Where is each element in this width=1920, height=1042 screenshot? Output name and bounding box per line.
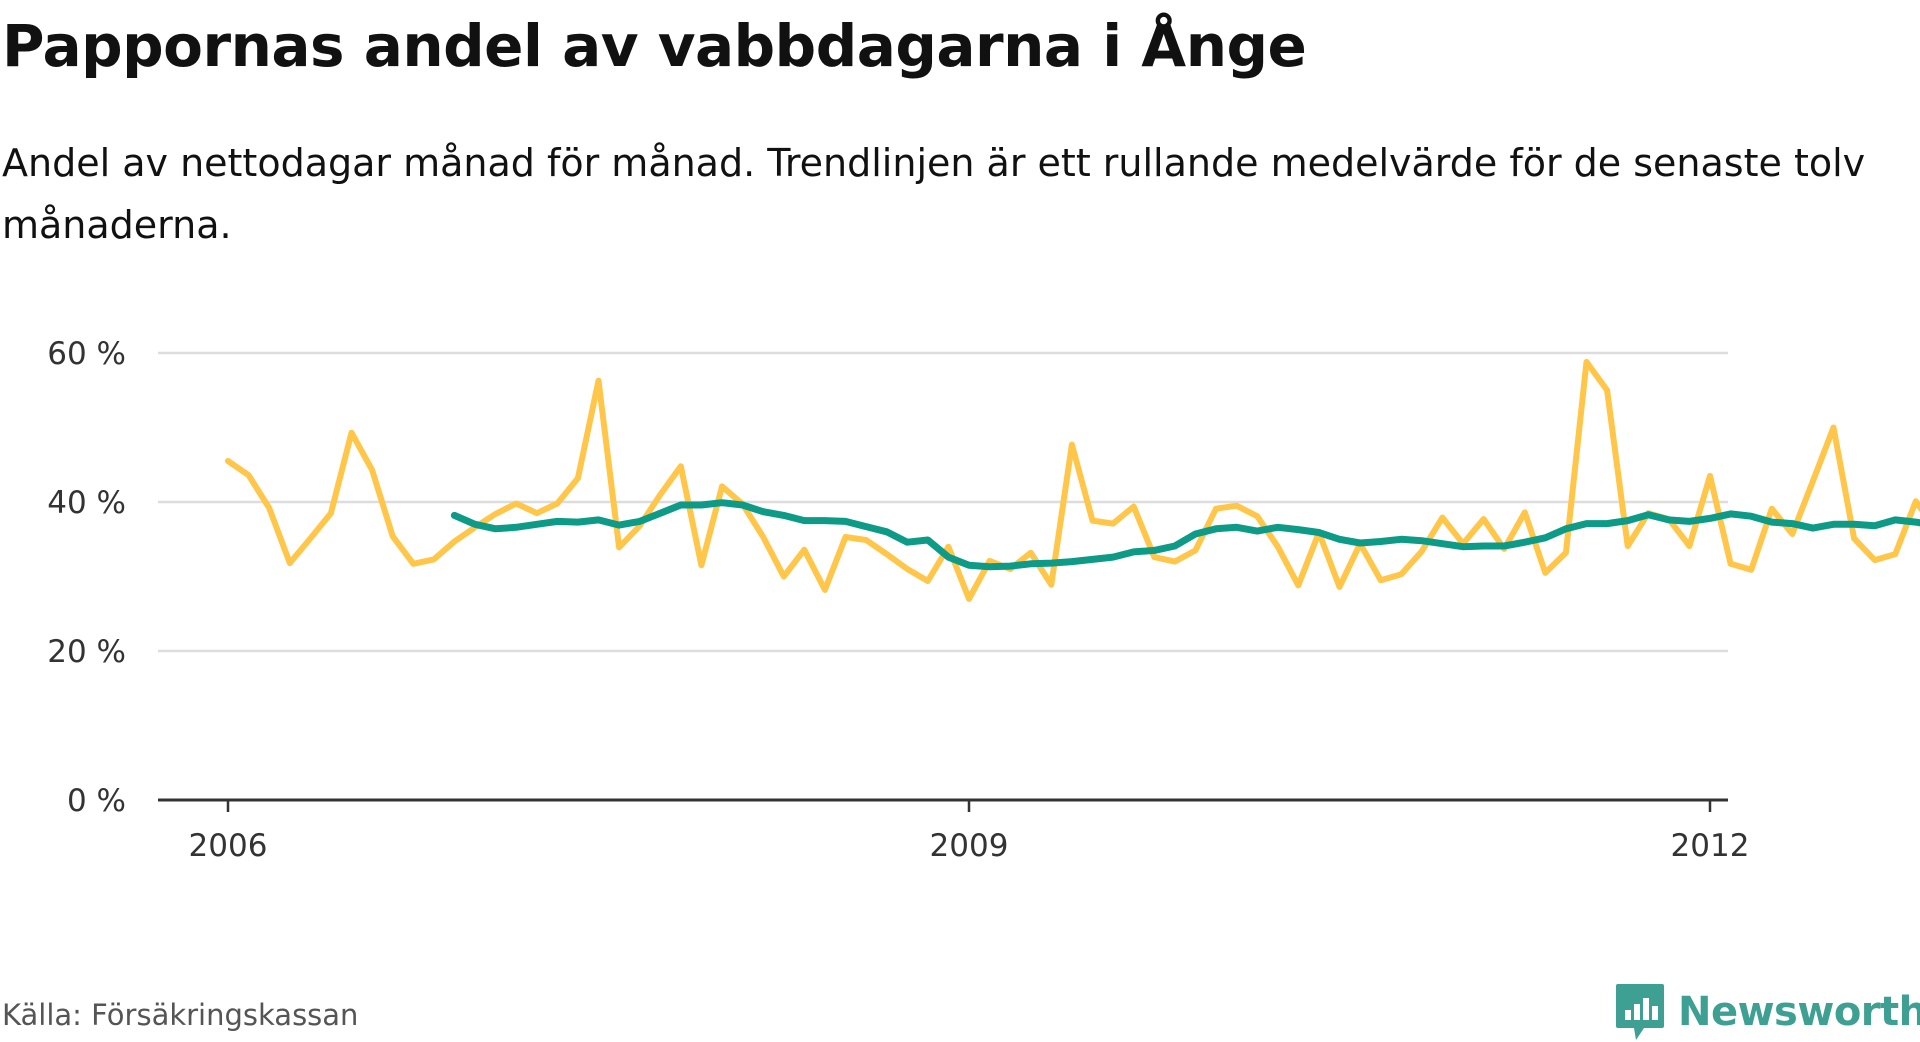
y-grid [158,351,1728,653]
x-tick-label: 2012 [1671,828,1750,864]
source-note: Källa: Försäkringskassan [2,998,359,1032]
brand-name: Newsworthy [1678,989,1920,1035]
newsworthy-logo-icon [1616,984,1664,1040]
x-tick-labels: 2006200920122015201820212023 [189,828,1750,864]
chart-title: Pappornas andel av vabbdagarna i Ånge [2,12,1307,80]
y-tick-label: 40 % [47,485,126,521]
series-line-trend [450,499,1920,571]
series-lines [225,358,1920,602]
y-tick-label: 20 % [47,634,126,670]
brand-logo: Newsworthy [1614,982,1920,1042]
x-axis [158,798,1728,812]
y-tick-labels: 0 % 20 % 40 % 60 % [47,336,126,819]
y-tick-label: 60 % [47,336,126,372]
x-tick-label: 2009 [930,828,1009,864]
x-tick-label: 2006 [189,828,268,864]
chart-subtitle: Andel av nettodagar månad för månad. Tre… [2,141,1866,247]
series-line-per-månad [225,358,1920,602]
y-tick-label: 0 % [67,783,126,819]
